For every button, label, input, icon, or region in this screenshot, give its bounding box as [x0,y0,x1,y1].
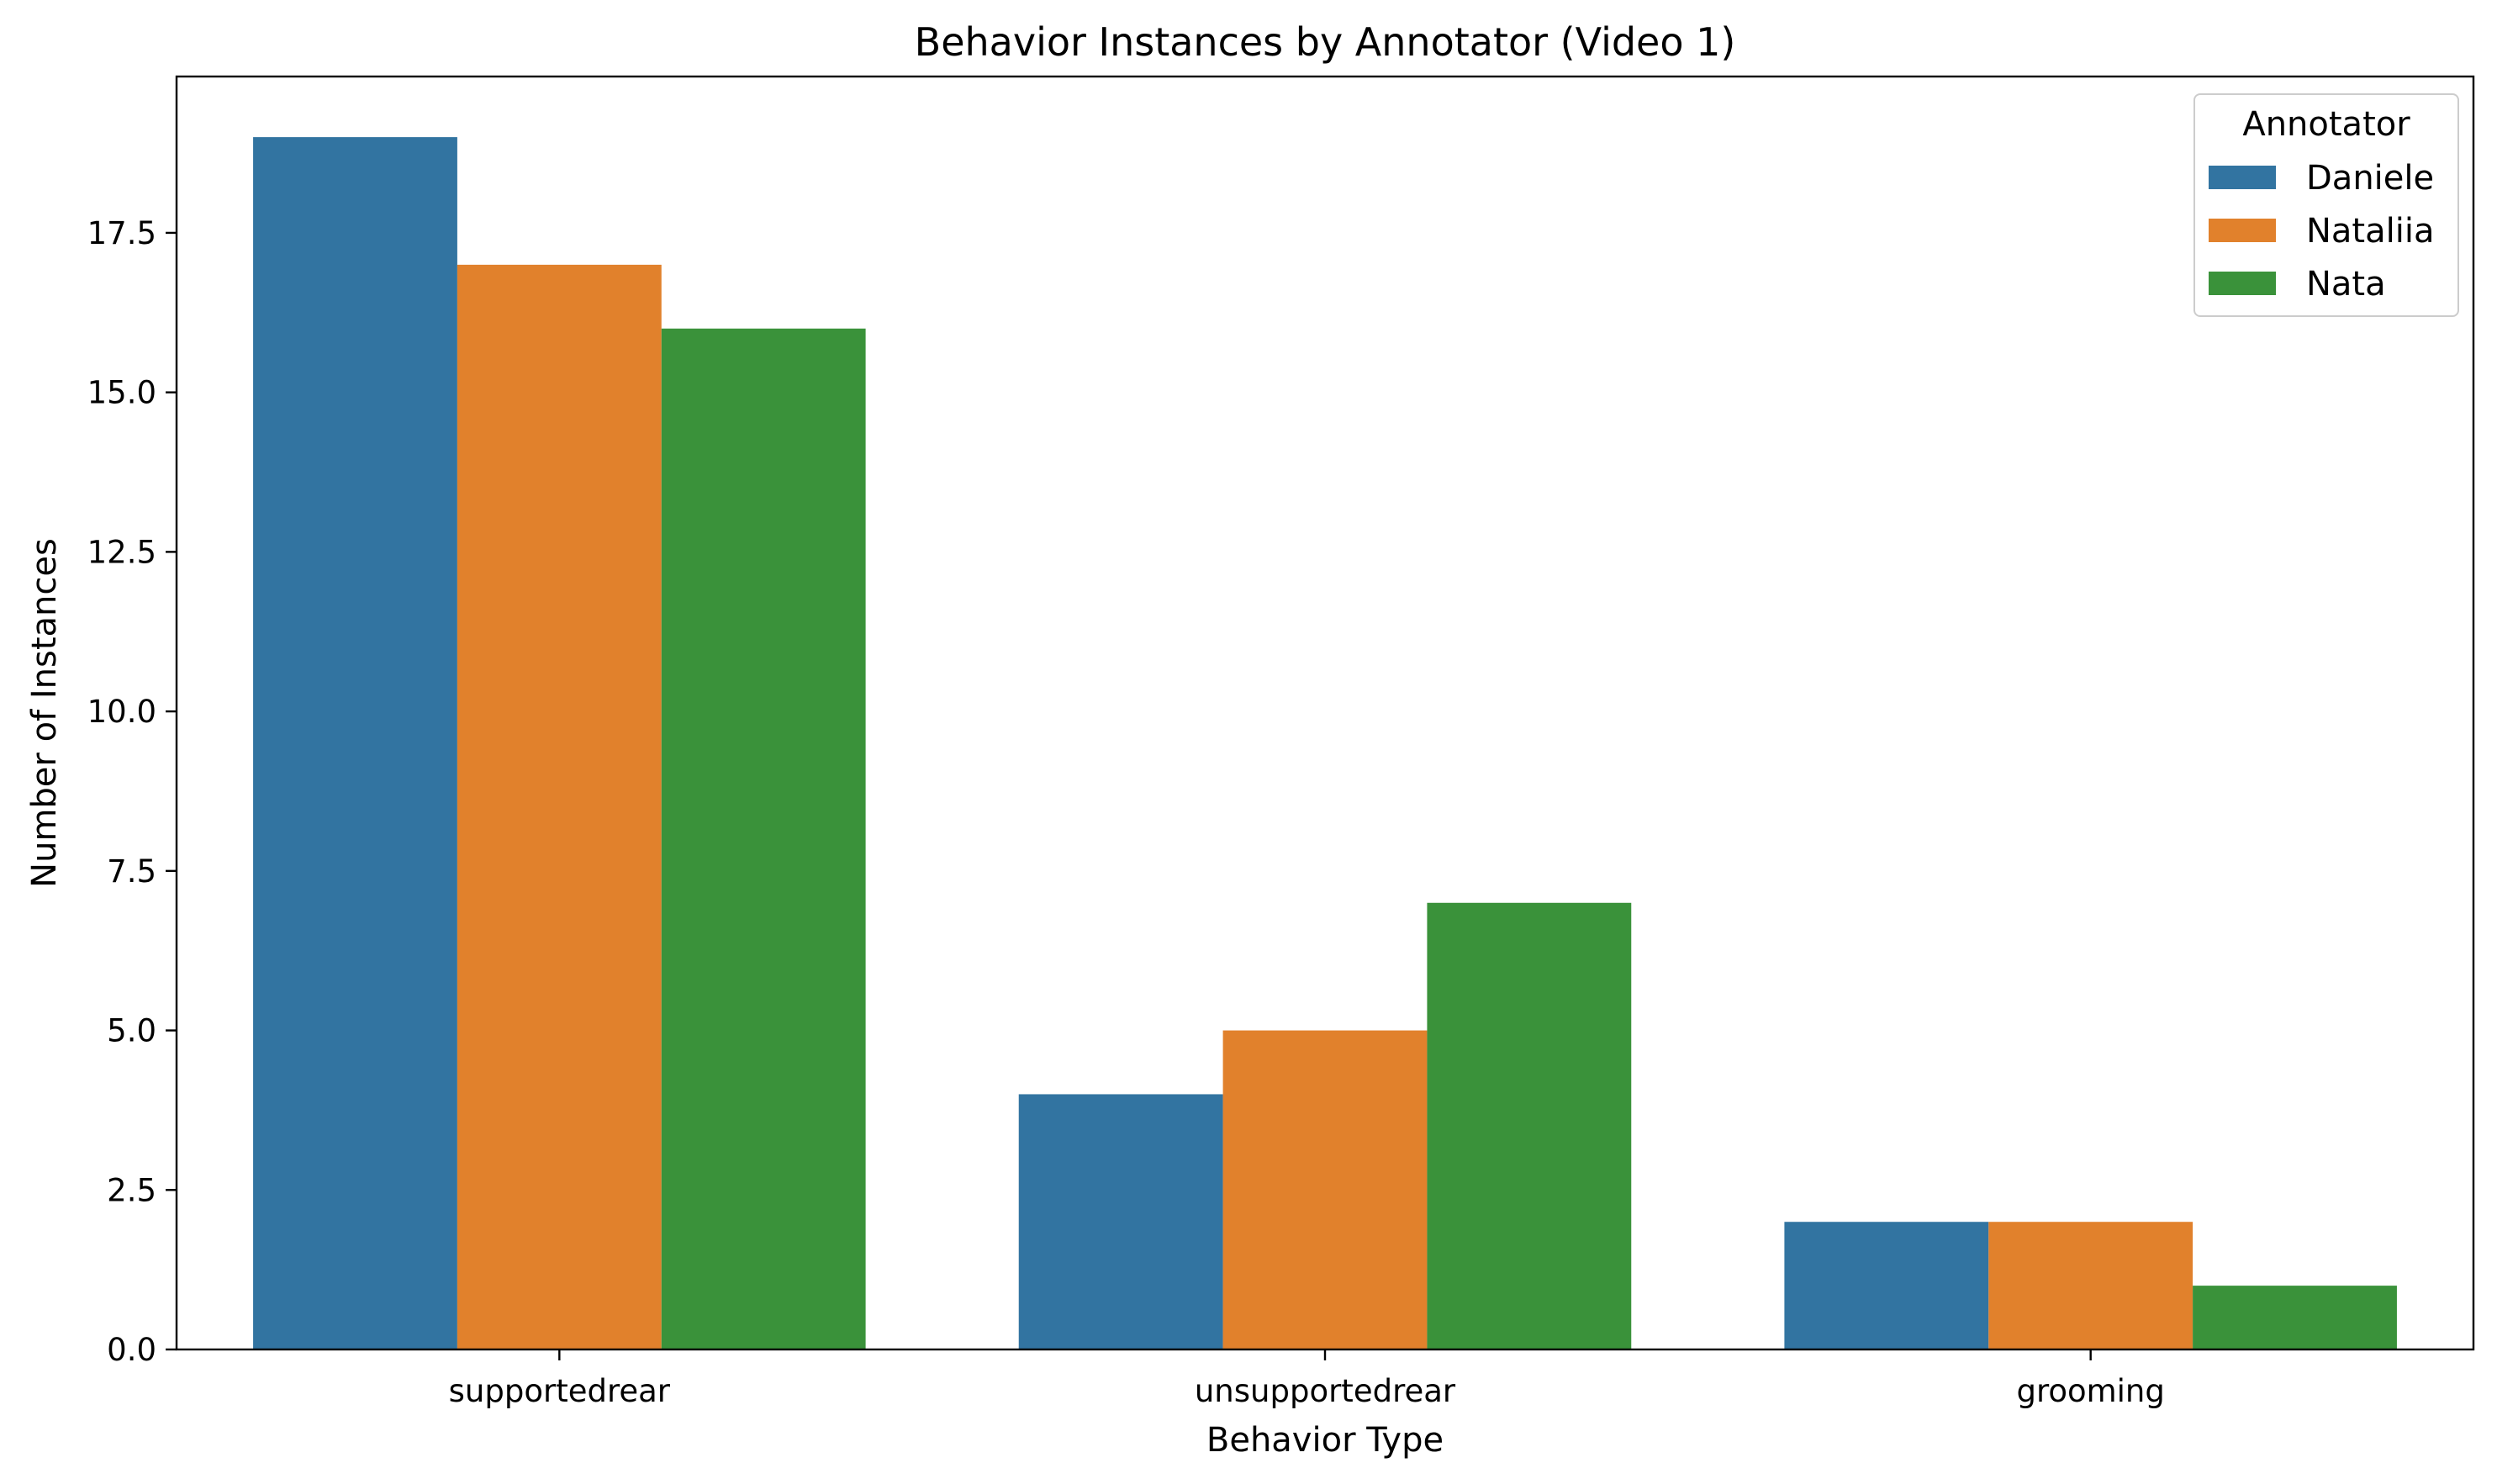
bar-grooming-nataliia [1988,1222,2193,1349]
y-tick-label: 15.0 [87,375,156,411]
legend: Annotator Daniele Nataliia Nata [2193,93,2459,317]
bar-supportedrear-nataliia [457,264,662,1349]
y-tick-label: 10.0 [87,694,156,730]
y-tick-label: 2.5 [107,1172,156,1208]
bar-supportedrear-daniele [253,137,457,1350]
legend-label-nata: Nata [2306,265,2386,304]
plot-frame [175,75,2475,1351]
bar-unsupportedrear-nata [1427,902,1632,1349]
y-axis: 0.0 2.5 5.0 7.5 10.0 12.5 15.0 17.5 [87,215,177,1368]
x-tick-label-supportedrear: supportedrear [449,1373,671,1409]
bar-supportedrear-nata [661,328,866,1349]
legend-title: Annotator [2242,105,2410,144]
bar-unsupportedrear-daniele [1018,1094,1223,1349]
legend-frame [2193,93,2459,317]
legend-label-daniele: Daniele [2306,159,2434,198]
legend-label-nataliia: Nataliia [2306,212,2434,251]
y-axis-title: Number of Instances [25,538,64,888]
x-tick-label-grooming: grooming [2016,1373,2164,1409]
legend-swatch-daniele [2209,166,2276,189]
y-tick-label: 5.0 [107,1013,156,1049]
x-axis-title: Behavior Type [1206,1421,1444,1460]
bar-grooming-daniele [1784,1222,1989,1349]
bars-group [253,137,2397,1350]
chart-title: Behavior Instances by Annotator (Video 1… [915,19,1736,65]
x-tick-label-unsupportedrear: unsupportedrear [1195,1373,1456,1409]
y-tick-label: 7.5 [107,853,156,890]
y-tick-label: 0.0 [107,1332,156,1368]
bar-unsupportedrear-nataliia [1222,1030,1428,1349]
bar-grooming-nata [2193,1286,2397,1349]
y-tick-label: 17.5 [87,215,156,251]
x-axis: supportedrear unsupportedrear grooming [449,1349,2165,1409]
y-tick-label: 12.5 [87,534,156,570]
legend-swatch-nata [2209,272,2276,295]
legend-swatch-nataliia [2209,219,2276,242]
